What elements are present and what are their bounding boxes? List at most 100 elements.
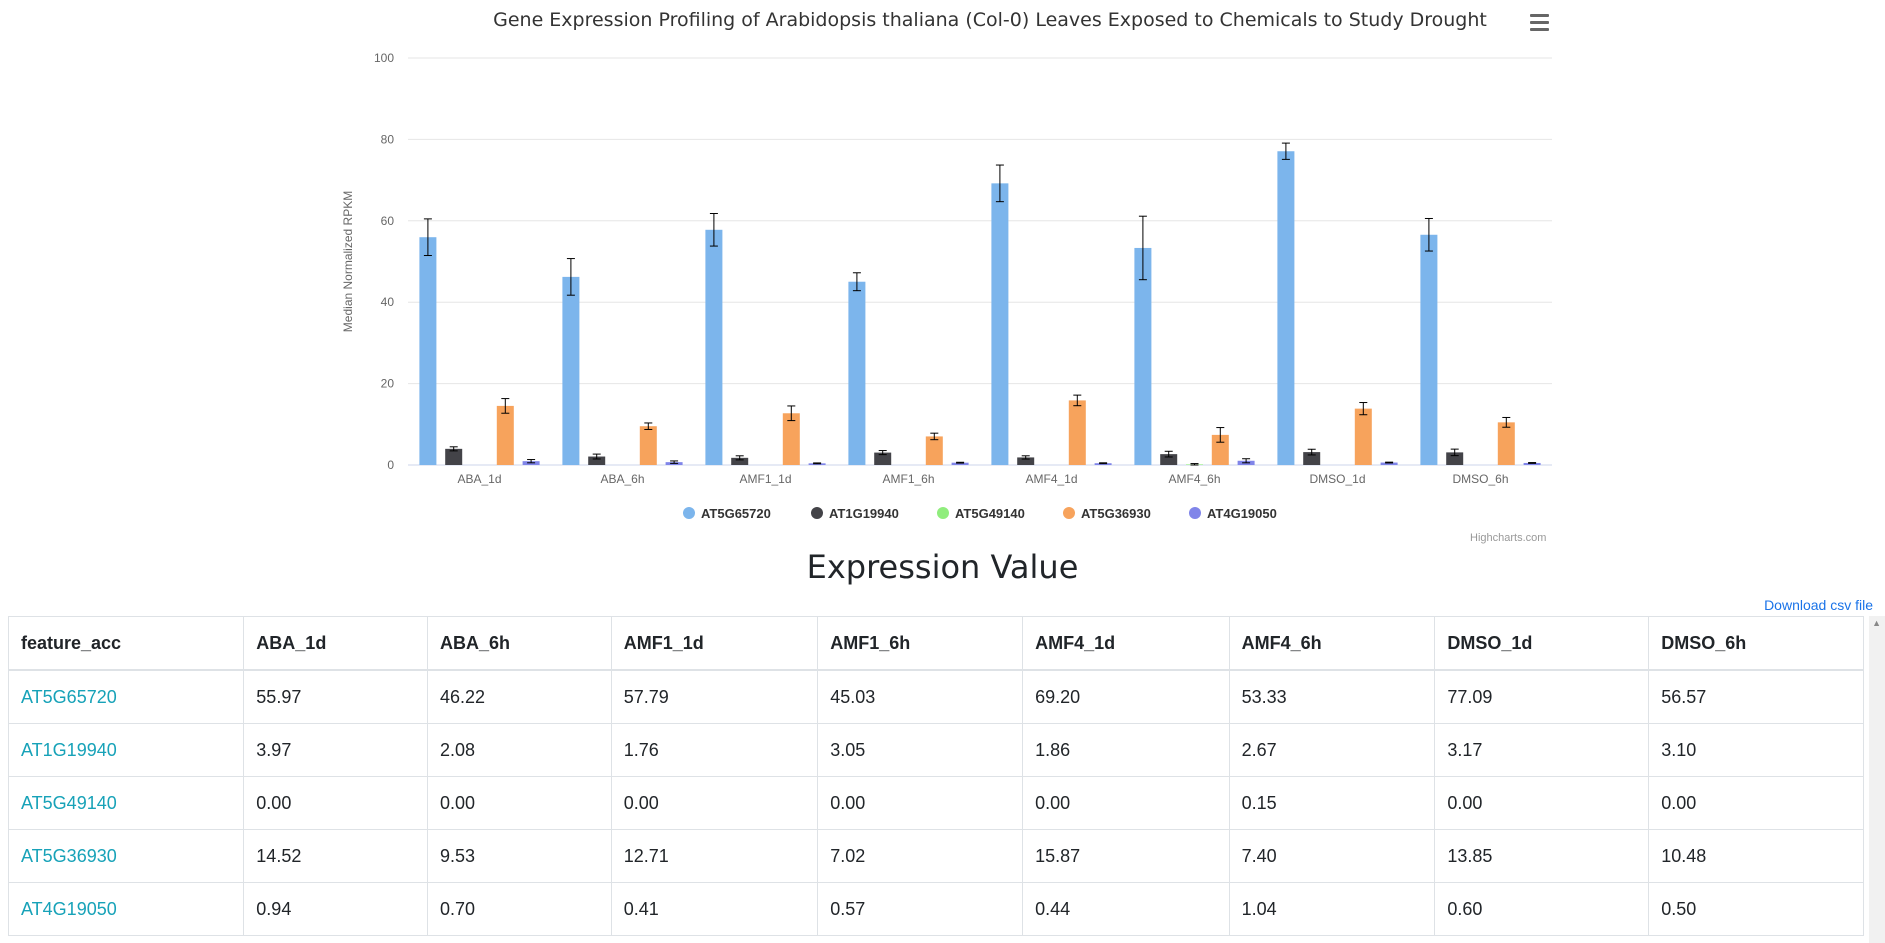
- value-cell: 45.03: [817, 669, 1024, 724]
- x-tick-label: AMF1_1d: [739, 472, 791, 486]
- bar-AT1G19940: [731, 457, 749, 465]
- value-cell: 0.44: [1022, 882, 1230, 936]
- table-row: AT4G19050 0.94 0.70 0.41 0.57 0.44 1.04 0.60 0.5…: [7, 882, 1864, 936]
- column-header-ABA_1d[interactable]: ABA_1d: [243, 616, 429, 671]
- bar-AT5G65720: [419, 237, 437, 465]
- legend-marker-AT4G19050: [1189, 507, 1201, 519]
- value-cell: 0.70: [427, 882, 612, 936]
- bar-AT5G36930: [1354, 408, 1372, 465]
- value-cell: 14.52: [243, 829, 429, 883]
- value-cell: 3.10: [1648, 723, 1864, 777]
- table-header-row: feature_acc ABA_1d ABA_6h AMF1_1d AMF1_6h AMF…: [7, 616, 1864, 671]
- value-cell: 0.60: [1434, 882, 1650, 936]
- table-body: AT5G65720 55.97 46.22 57.79 45.03 69.20 53.33 7…: [7, 669, 1864, 936]
- bar-AT5G36930: [1211, 434, 1229, 465]
- legend-item-AT4G19050[interactable]: AT4G19050: [1207, 506, 1277, 521]
- table-row: AT5G36930 14.52 9.53 12.71 7.02 15.87 7.40 13.8…: [7, 829, 1864, 883]
- value-cell: 9.53: [427, 829, 612, 883]
- legend-item-AT5G49140[interactable]: AT5G49140: [955, 506, 1025, 521]
- x-tick-label: AMF1_6h: [882, 472, 934, 486]
- value-cell: 1.76: [610, 723, 819, 777]
- gene-link[interactable]: AT5G36930: [21, 845, 117, 866]
- table-row: AT1G19940 3.97 2.08 1.76 3.05 1.86 2.67 3.17 3.1…: [7, 723, 1864, 777]
- value-cell: 13.85: [1434, 829, 1650, 883]
- legend-item-AT5G65720[interactable]: AT5G65720: [701, 506, 771, 521]
- y-tick-label: 80: [381, 132, 395, 146]
- legend-item-AT5G36930[interactable]: AT5G36930: [1081, 506, 1151, 521]
- y-tick-label: 40: [381, 295, 395, 309]
- x-tick-label: ABA_1d: [457, 472, 501, 486]
- x-tick-label: ABA_6h: [600, 472, 644, 486]
- column-header-feature_acc[interactable]: feature_acc: [7, 616, 245, 671]
- bar-AT5G36930: [782, 413, 800, 465]
- legend-item-AT1G19940[interactable]: AT1G19940: [829, 506, 899, 521]
- gene-link[interactable]: AT1G19940: [21, 739, 117, 760]
- bar-AT5G65720: [848, 281, 866, 465]
- gene-cell[interactable]: AT1G19940: [7, 723, 245, 777]
- column-header-AMF4_1d[interactable]: AMF4_1d: [1022, 616, 1230, 671]
- value-cell: 0.00: [1022, 776, 1230, 830]
- value-cell: 0.00: [1434, 776, 1650, 830]
- value-cell: 0.00: [817, 776, 1024, 830]
- column-header-AMF4_6h[interactable]: AMF4_6h: [1228, 616, 1436, 671]
- value-cell: 53.33: [1228, 669, 1436, 724]
- expression-table: feature_acc ABA_1d ABA_6h AMF1_1d AMF1_6h AMF…: [7, 616, 1864, 936]
- chart-title: Gene Expression Profiling of Arabidopsis…: [493, 9, 1487, 31]
- y-tick-label: 100: [374, 51, 394, 65]
- bar-AT5G65720: [1134, 247, 1152, 465]
- download-csv-link[interactable]: Download csv file: [1764, 597, 1873, 613]
- gene-cell[interactable]: AT5G49140: [7, 776, 245, 830]
- column-header-AMF1_6h[interactable]: AMF1_6h: [817, 616, 1024, 671]
- bar-AT5G36930: [1497, 422, 1515, 465]
- scroll-up-arrow-icon[interactable]: ▲: [1872, 618, 1881, 628]
- column-header-DMSO_1d[interactable]: DMSO_1d: [1434, 616, 1650, 671]
- bar-AT4G19050: [1523, 462, 1541, 465]
- value-cell: 7.02: [817, 829, 1024, 883]
- bar-AT1G19940: [588, 456, 606, 465]
- bar-AT5G65720: [562, 276, 580, 465]
- chart-credits[interactable]: Highcharts.com: [1470, 532, 1547, 544]
- table-row: AT5G49140 0.00 0.00 0.00 0.00 0.00 0.15 0.00 0.0…: [7, 776, 1864, 830]
- value-cell: 0.50: [1648, 882, 1864, 936]
- value-cell: 0.00: [243, 776, 429, 830]
- bar-AT1G19940: [445, 448, 463, 465]
- column-header-DMSO_6h[interactable]: DMSO_6h: [1648, 616, 1864, 671]
- bar-AT5G36930: [496, 405, 514, 465]
- gene-link[interactable]: AT5G49140: [21, 792, 117, 813]
- value-cell: 0.15: [1228, 776, 1436, 830]
- column-header-AMF1_1d[interactable]: AMF1_1d: [610, 616, 819, 671]
- value-cell: 3.97: [243, 723, 429, 777]
- gene-cell[interactable]: AT5G36930: [7, 829, 245, 883]
- value-cell: 15.87: [1022, 829, 1230, 883]
- gene-cell[interactable]: AT4G19050: [7, 882, 245, 936]
- value-cell: 10.48: [1648, 829, 1864, 883]
- value-cell: 1.86: [1022, 723, 1230, 777]
- vertical-scrollbar[interactable]: [1869, 616, 1885, 943]
- x-tick-label: DMSO_1d: [1309, 472, 1365, 486]
- value-cell: 55.97: [243, 669, 429, 724]
- gene-cell[interactable]: AT5G65720: [7, 669, 245, 724]
- bar-AT5G65720: [1420, 234, 1438, 465]
- bar-AT1G19940: [1303, 452, 1321, 465]
- x-tick-label: DMSO_6h: [1452, 472, 1508, 486]
- legend-marker-AT1G19940: [811, 507, 823, 519]
- x-tick-label: AMF4_6h: [1168, 472, 1220, 486]
- table-row: AT5G65720 55.97 46.22 57.79 45.03 69.20 53.33 7…: [7, 669, 1864, 724]
- x-tick-label: AMF4_1d: [1025, 472, 1077, 486]
- bar-AT5G65720: [991, 183, 1009, 465]
- value-cell: 0.00: [1648, 776, 1864, 830]
- value-cell: 1.04: [1228, 882, 1436, 936]
- gene-link[interactable]: AT4G19050: [21, 898, 117, 919]
- gene-link[interactable]: AT5G65720: [21, 686, 117, 707]
- y-tick-label: 20: [381, 377, 395, 391]
- column-header-ABA_6h[interactable]: ABA_6h: [427, 616, 612, 671]
- legend-marker-AT5G49140: [937, 507, 949, 519]
- bar-chart: Gene Expression Profiling of Arabidopsis…: [341, 9, 1552, 521]
- value-cell: 0.41: [610, 882, 819, 936]
- bar-AT5G65720: [1277, 151, 1295, 465]
- value-cell: 2.08: [427, 723, 612, 777]
- value-cell: 69.20: [1022, 669, 1230, 724]
- value-cell: 7.40: [1228, 829, 1436, 883]
- chart-menu-icon[interactable]: [1522, 10, 1556, 38]
- y-tick-label: 0: [387, 458, 394, 472]
